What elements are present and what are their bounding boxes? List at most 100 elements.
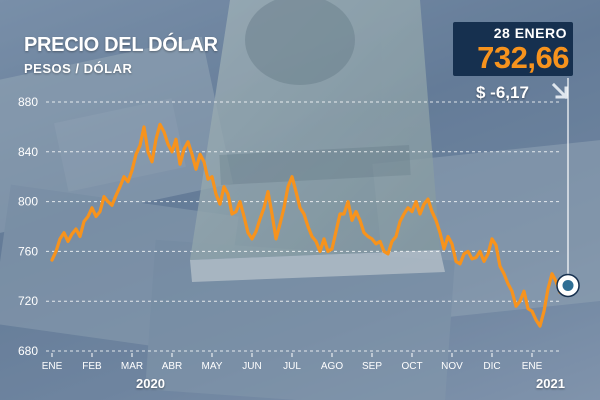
data-point <box>122 175 126 178</box>
data-point <box>426 197 430 201</box>
data-point <box>206 178 210 181</box>
data-point <box>230 212 234 216</box>
data-point <box>254 230 258 233</box>
y-tick-label: 760 <box>18 244 38 258</box>
latest-value-callout: 28 ENERO 732,66 <box>453 22 573 76</box>
data-point <box>510 290 514 293</box>
data-point <box>246 231 250 234</box>
data-point <box>326 250 330 253</box>
data-point <box>266 190 270 193</box>
data-point <box>538 324 542 328</box>
data-point <box>262 206 266 209</box>
year-label: 2021 <box>536 376 565 391</box>
x-tick-label: ENE <box>42 361 63 372</box>
data-point <box>314 240 318 243</box>
data-point <box>434 219 438 222</box>
data-point <box>494 244 498 247</box>
data-point <box>306 225 310 228</box>
data-point <box>518 300 522 303</box>
data-point <box>138 144 142 147</box>
data-point <box>298 206 302 209</box>
data-point <box>114 194 118 197</box>
data-point <box>82 220 86 223</box>
data-point <box>278 222 282 226</box>
data-point <box>126 180 130 183</box>
data-point <box>438 231 442 234</box>
data-point <box>362 231 366 234</box>
data-point <box>450 242 454 246</box>
data-point <box>478 250 482 253</box>
data-point <box>542 310 546 313</box>
data-point <box>498 265 502 268</box>
data-point <box>110 204 114 207</box>
data-point <box>418 212 422 216</box>
data-point <box>530 310 534 313</box>
data-point <box>398 220 402 223</box>
x-tick-label: ENE <box>522 361 543 372</box>
data-point <box>238 200 242 203</box>
data-point <box>526 307 530 310</box>
data-point <box>370 237 374 241</box>
chart-title: PRECIO DEL DÓLAR <box>24 34 218 56</box>
data-point <box>390 240 394 243</box>
data-point <box>106 200 110 203</box>
down-right-arrow-icon <box>551 82 569 100</box>
year-label: 2020 <box>136 376 165 391</box>
x-tick-label: JUL <box>283 361 301 372</box>
x-tick-label: FEB <box>82 361 102 372</box>
data-point <box>354 210 358 213</box>
data-point <box>270 212 274 216</box>
data-point <box>226 192 230 196</box>
data-point <box>74 227 78 231</box>
data-point <box>394 235 398 238</box>
data-point <box>134 153 138 156</box>
x-tick-label: NOV <box>441 361 463 372</box>
data-point <box>482 260 486 263</box>
data-point <box>350 219 354 222</box>
x-axis-ticks: ENE FEB MAR ABR MAY JUN JUL AGO SEP OCT NOV DIC ENE <box>42 353 543 372</box>
data-point <box>338 212 342 216</box>
data-point <box>178 163 182 166</box>
data-point <box>422 202 426 206</box>
data-point <box>322 237 326 241</box>
data-point <box>62 231 66 234</box>
x-tick-label: SEP <box>362 361 382 372</box>
data-point <box>318 250 322 253</box>
data-point <box>50 258 54 262</box>
data-point <box>342 212 346 216</box>
data-point <box>442 247 446 251</box>
data-point <box>490 237 494 241</box>
data-point <box>198 153 202 156</box>
data-point <box>210 175 214 178</box>
x-tick-label: JUN <box>242 361 261 372</box>
data-point <box>66 240 70 243</box>
data-point <box>290 175 294 178</box>
data-point <box>302 212 306 216</box>
data-point <box>410 210 414 213</box>
x-tick-label: AGO <box>321 361 343 372</box>
data-point <box>274 237 278 241</box>
data-point <box>158 123 162 126</box>
data-point <box>234 210 238 213</box>
data-point <box>58 237 62 241</box>
data-point <box>102 195 106 198</box>
data-point <box>202 160 206 163</box>
data-point <box>142 125 146 129</box>
data-point <box>546 287 550 290</box>
data-point <box>470 257 474 261</box>
data-point <box>182 148 186 151</box>
data-point <box>346 200 350 203</box>
data-point <box>118 185 122 188</box>
data-point <box>186 140 190 143</box>
data-point <box>486 252 490 256</box>
data-point <box>522 290 526 293</box>
data-point <box>454 260 458 263</box>
data-point <box>194 168 198 171</box>
data-point <box>374 242 378 246</box>
data-point <box>282 206 286 209</box>
data-point <box>146 150 150 153</box>
callout-date: 28 ENERO <box>493 25 567 41</box>
series-line <box>50 122 570 328</box>
data-point <box>214 192 218 196</box>
